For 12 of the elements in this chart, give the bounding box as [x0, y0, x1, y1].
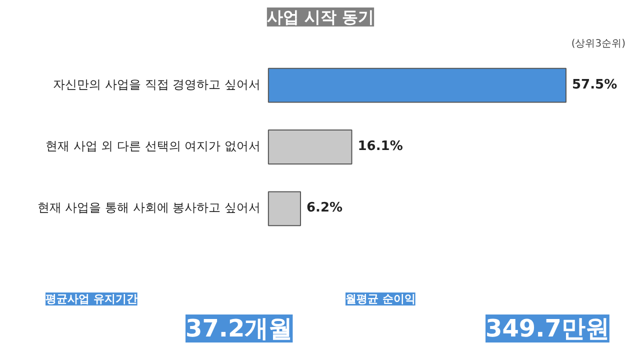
text: 37.2개월: [186, 314, 293, 342]
y-tick-label: 현재 사업을 통해 사회에 봉사하고 싶어서: [37, 200, 260, 215]
text: 월평균 순이익: [346, 292, 416, 306]
data-label: 6.2%: [306, 200, 343, 216]
text: (상위3순위): [571, 38, 626, 50]
chart-title: 사업 시작 동기: [266, 8, 374, 26]
text: 349.7만원: [486, 314, 610, 342]
text: 평균사업 유지기간: [46, 292, 138, 306]
y-tick-label: 자신만의 사업을 직접 경영하고 싶어서: [53, 77, 260, 92]
data-label: 57.5%: [572, 77, 618, 92]
y-tick-label: 현재 사업 외 다른 선택의 여지가 없어서: [46, 139, 260, 153]
data-label: 16.1%: [358, 139, 403, 154]
